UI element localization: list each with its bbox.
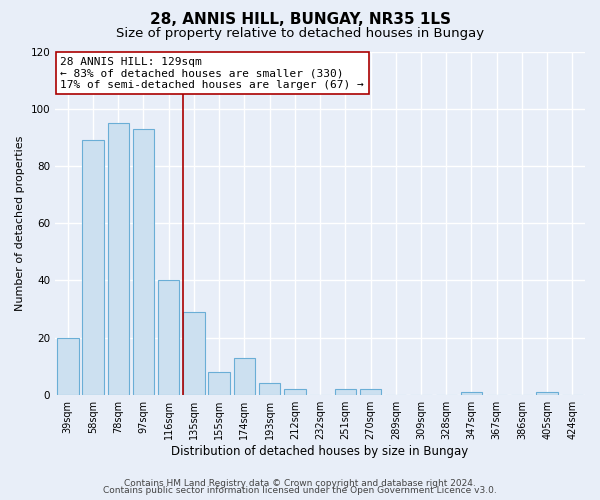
Bar	[360, 389, 381, 394]
Bar	[107, 123, 129, 394]
Bar	[233, 358, 255, 395]
Text: 28 ANNIS HILL: 129sqm
← 83% of detached houses are smaller (330)
17% of semi-det: 28 ANNIS HILL: 129sqm ← 83% of detached …	[61, 56, 364, 90]
Bar	[133, 128, 154, 394]
Text: Contains HM Land Registry data © Crown copyright and database right 2024.: Contains HM Land Registry data © Crown c…	[124, 478, 476, 488]
Text: 28, ANNIS HILL, BUNGAY, NR35 1LS: 28, ANNIS HILL, BUNGAY, NR35 1LS	[149, 12, 451, 28]
Bar	[158, 280, 179, 394]
Bar	[183, 312, 205, 394]
Y-axis label: Number of detached properties: Number of detached properties	[15, 136, 25, 311]
Bar	[82, 140, 104, 394]
Text: Size of property relative to detached houses in Bungay: Size of property relative to detached ho…	[116, 28, 484, 40]
Bar	[536, 392, 558, 394]
Bar	[461, 392, 482, 394]
Bar	[335, 389, 356, 394]
Bar	[259, 384, 280, 394]
Bar	[208, 372, 230, 394]
X-axis label: Distribution of detached houses by size in Bungay: Distribution of detached houses by size …	[172, 444, 469, 458]
Bar	[57, 338, 79, 394]
Text: Contains public sector information licensed under the Open Government Licence v3: Contains public sector information licen…	[103, 486, 497, 495]
Bar	[284, 389, 305, 394]
